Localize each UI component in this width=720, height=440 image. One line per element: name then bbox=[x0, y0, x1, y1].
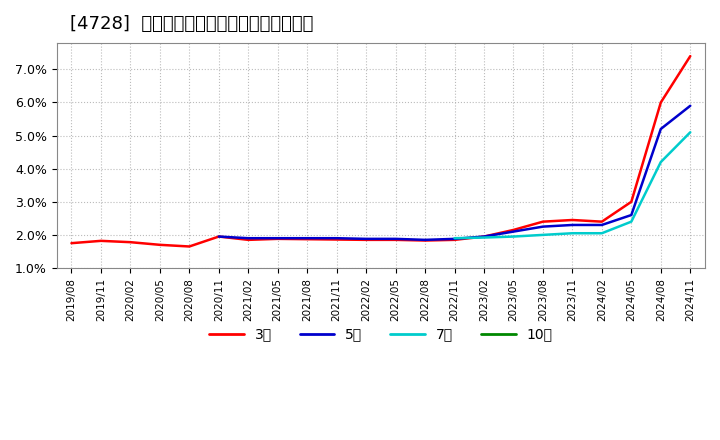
5年 bbox=[627, 213, 636, 218]
Line: 7年: 7年 bbox=[454, 132, 690, 238]
3年 bbox=[627, 199, 636, 205]
3年 bbox=[568, 217, 577, 223]
3年 bbox=[480, 234, 488, 239]
5年 bbox=[333, 235, 341, 241]
7年 bbox=[480, 235, 488, 240]
5年 bbox=[598, 222, 606, 227]
5年 bbox=[509, 229, 518, 234]
7年 bbox=[509, 234, 518, 239]
3年 bbox=[686, 54, 695, 59]
3年 bbox=[126, 239, 135, 245]
7年 bbox=[598, 231, 606, 236]
5年 bbox=[362, 236, 371, 242]
7年 bbox=[627, 219, 636, 224]
Text: [4728]  経常利益マージンの標準偏差の推移: [4728] 経常利益マージンの標準偏差の推移 bbox=[70, 15, 313, 33]
3年 bbox=[244, 237, 253, 242]
5年 bbox=[568, 222, 577, 227]
7年 bbox=[686, 130, 695, 135]
3年 bbox=[450, 237, 459, 242]
3年 bbox=[420, 238, 429, 243]
5年 bbox=[244, 235, 253, 241]
5年 bbox=[539, 224, 547, 229]
3年 bbox=[333, 237, 341, 242]
3年 bbox=[274, 236, 282, 242]
5年 bbox=[303, 235, 312, 241]
3年 bbox=[598, 219, 606, 224]
7年 bbox=[568, 231, 577, 236]
3年 bbox=[362, 237, 371, 242]
5年 bbox=[215, 234, 223, 239]
7年 bbox=[539, 232, 547, 238]
5年 bbox=[480, 234, 488, 239]
5年 bbox=[657, 126, 665, 132]
7年 bbox=[450, 235, 459, 241]
3年 bbox=[156, 242, 164, 247]
Line: 3年: 3年 bbox=[71, 56, 690, 246]
5年 bbox=[686, 103, 695, 108]
3年 bbox=[391, 237, 400, 242]
Legend: 3年, 5年, 7年, 10年: 3年, 5年, 7年, 10年 bbox=[203, 322, 559, 347]
3年 bbox=[657, 100, 665, 105]
3年 bbox=[215, 234, 223, 239]
3年 bbox=[185, 244, 194, 249]
Line: 5年: 5年 bbox=[219, 106, 690, 240]
5年 bbox=[391, 236, 400, 242]
5年 bbox=[450, 236, 459, 242]
3年 bbox=[539, 219, 547, 224]
3年 bbox=[509, 227, 518, 233]
5年 bbox=[420, 237, 429, 242]
7年 bbox=[657, 159, 665, 165]
3年 bbox=[96, 238, 105, 243]
3年 bbox=[67, 241, 76, 246]
3年 bbox=[303, 237, 312, 242]
5年 bbox=[274, 235, 282, 241]
